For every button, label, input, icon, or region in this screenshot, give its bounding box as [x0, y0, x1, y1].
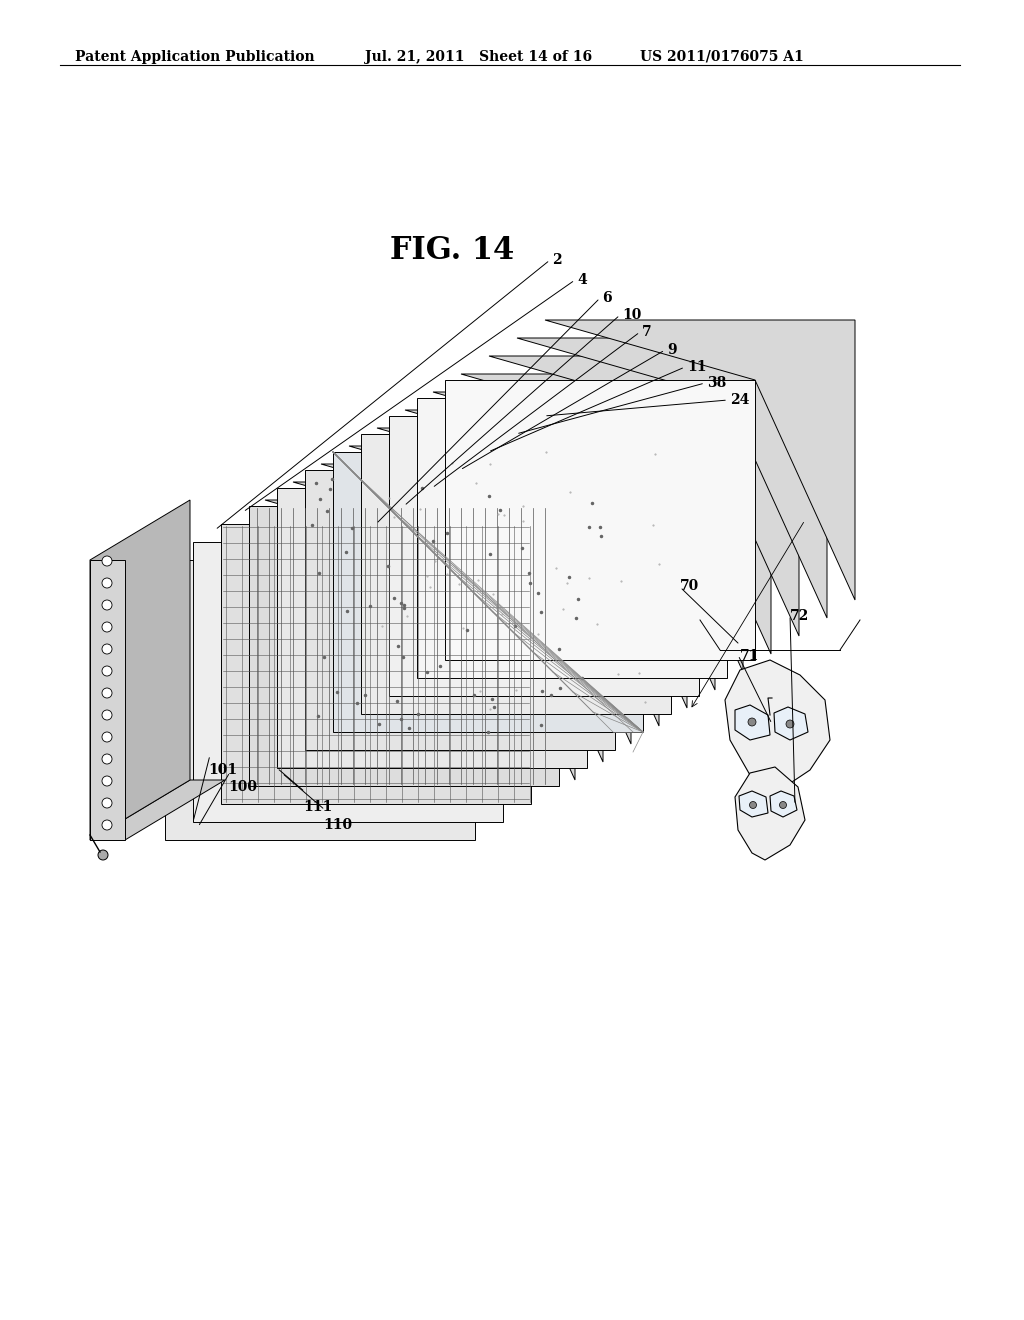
Polygon shape — [774, 708, 808, 741]
Text: 100: 100 — [228, 780, 257, 795]
Polygon shape — [406, 411, 715, 690]
Text: 72: 72 — [790, 609, 809, 623]
Polygon shape — [293, 482, 603, 762]
Circle shape — [102, 556, 112, 566]
Polygon shape — [389, 416, 699, 696]
Circle shape — [102, 710, 112, 719]
Circle shape — [102, 667, 112, 676]
Polygon shape — [321, 465, 631, 744]
Polygon shape — [377, 428, 687, 708]
Text: 6: 6 — [602, 290, 611, 305]
Text: 110: 110 — [323, 818, 352, 832]
Circle shape — [102, 733, 112, 742]
Polygon shape — [349, 446, 659, 726]
Polygon shape — [417, 399, 727, 678]
Polygon shape — [461, 374, 771, 653]
Polygon shape — [433, 392, 743, 672]
Polygon shape — [193, 543, 503, 822]
Circle shape — [748, 718, 756, 726]
Polygon shape — [90, 500, 190, 840]
Text: 24: 24 — [730, 393, 750, 407]
Circle shape — [102, 578, 112, 587]
Polygon shape — [278, 488, 587, 768]
Text: 71: 71 — [740, 649, 760, 663]
Text: 9: 9 — [667, 343, 677, 356]
Polygon shape — [90, 780, 225, 840]
Polygon shape — [361, 434, 671, 714]
Circle shape — [98, 850, 108, 861]
Text: 7: 7 — [642, 325, 651, 339]
Text: 70: 70 — [680, 579, 699, 593]
Circle shape — [102, 622, 112, 632]
Text: Jul. 21, 2011   Sheet 14 of 16: Jul. 21, 2011 Sheet 14 of 16 — [365, 50, 592, 63]
Polygon shape — [545, 319, 855, 601]
Polygon shape — [90, 560, 125, 840]
Text: 101: 101 — [208, 763, 238, 777]
Polygon shape — [725, 660, 830, 789]
Polygon shape — [165, 560, 475, 840]
Text: 2: 2 — [552, 253, 561, 267]
Text: US 2011/0176075 A1: US 2011/0176075 A1 — [640, 50, 804, 63]
Text: FIG. 14: FIG. 14 — [390, 235, 514, 267]
Polygon shape — [489, 356, 799, 636]
Circle shape — [750, 801, 757, 808]
Text: 38: 38 — [707, 376, 726, 389]
Polygon shape — [221, 524, 531, 804]
Polygon shape — [735, 767, 805, 861]
Circle shape — [102, 776, 112, 785]
Circle shape — [779, 801, 786, 808]
Circle shape — [786, 719, 794, 729]
Circle shape — [102, 754, 112, 764]
Circle shape — [102, 688, 112, 698]
Polygon shape — [305, 470, 615, 750]
Text: 111: 111 — [303, 800, 332, 814]
Polygon shape — [770, 791, 797, 817]
Polygon shape — [249, 506, 559, 785]
Polygon shape — [735, 705, 770, 741]
Polygon shape — [445, 380, 755, 660]
Text: 4: 4 — [577, 273, 587, 286]
Polygon shape — [517, 338, 827, 618]
Circle shape — [102, 644, 112, 653]
Text: Patent Application Publication: Patent Application Publication — [75, 50, 314, 63]
Polygon shape — [265, 500, 575, 780]
Circle shape — [102, 820, 112, 830]
Circle shape — [102, 601, 112, 610]
Polygon shape — [333, 451, 643, 733]
Text: 11: 11 — [687, 360, 707, 374]
Polygon shape — [739, 791, 768, 817]
Text: 10: 10 — [622, 308, 641, 322]
Circle shape — [102, 799, 112, 808]
